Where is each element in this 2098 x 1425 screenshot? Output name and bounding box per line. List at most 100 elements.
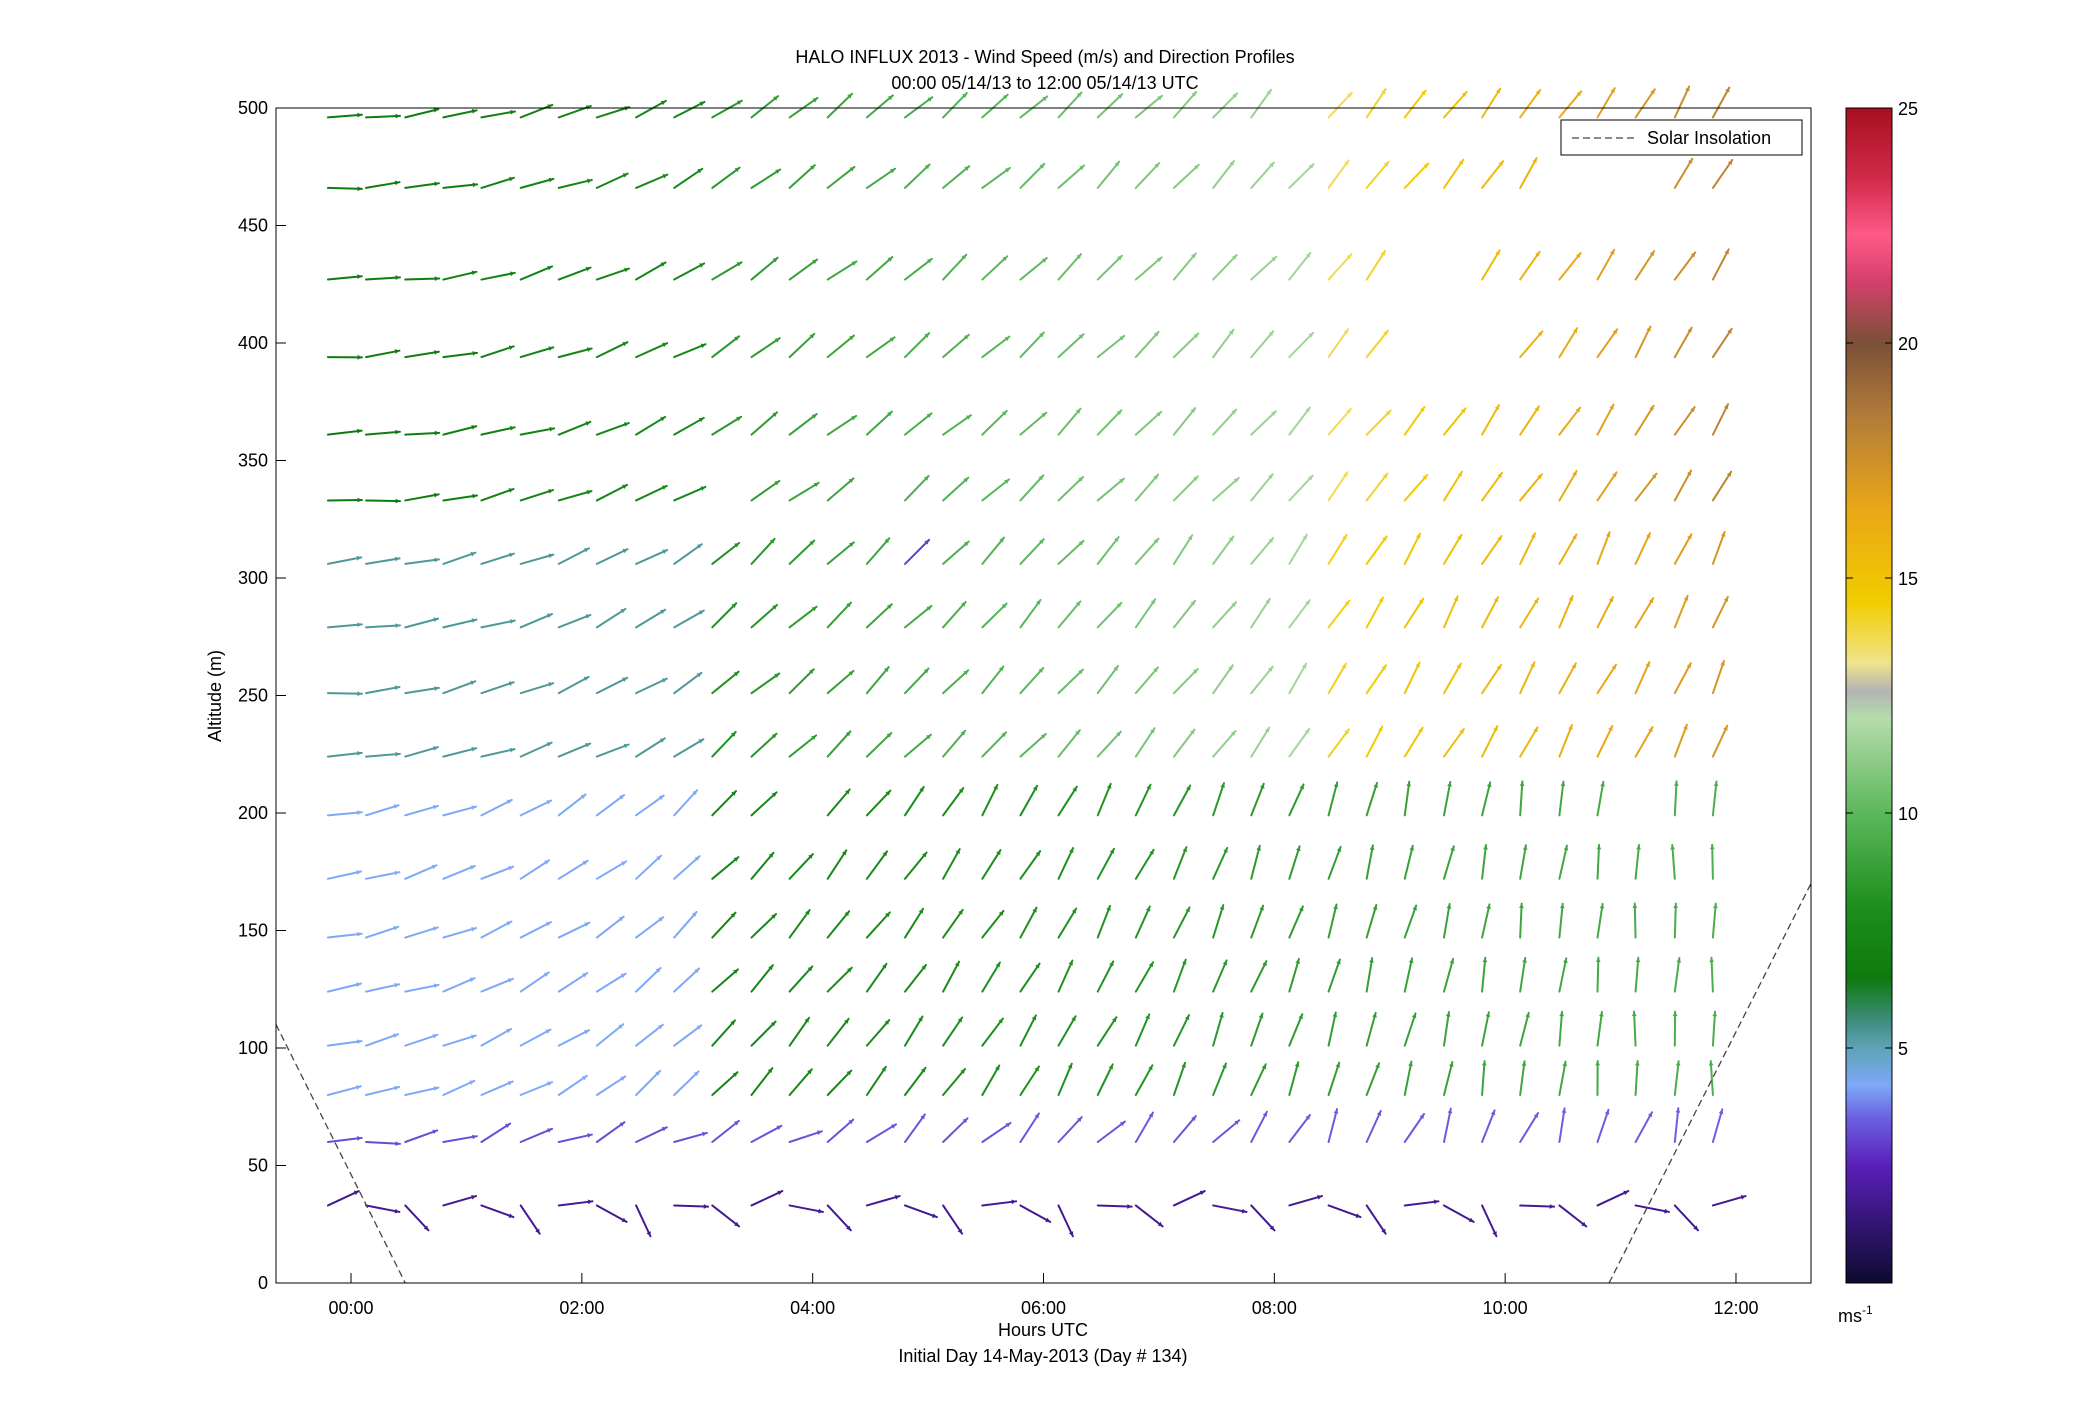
wind-vector-head — [777, 1190, 783, 1196]
wind-vector — [942, 414, 972, 436]
wind-vector-head — [587, 1133, 592, 1138]
wind-vector — [1596, 725, 1614, 758]
wind-vector — [365, 1085, 401, 1096]
wind-vector-head — [1075, 730, 1080, 736]
wind-vector-head — [1106, 783, 1112, 789]
wind-vector-head — [698, 417, 704, 423]
wind-vector-head — [1670, 844, 1675, 850]
wind-vector — [673, 262, 706, 281]
wind-vector — [981, 961, 1001, 993]
wind-vector-head — [1156, 411, 1162, 417]
wind-vector-head — [545, 1029, 551, 1034]
wind-vector-head — [1005, 1122, 1011, 1128]
wind-vector-head — [586, 347, 592, 352]
wind-vector — [1481, 87, 1502, 119]
wind-vector — [519, 1028, 552, 1047]
wind-vector — [1403, 1200, 1440, 1207]
wind-vector — [326, 1136, 363, 1143]
wind-vector-head — [1381, 1228, 1386, 1234]
wind-vector — [1250, 330, 1275, 359]
wind-vector-head — [1381, 89, 1386, 95]
wind-vector-head — [1495, 250, 1500, 256]
wind-vector-head — [471, 270, 477, 276]
wind-vector — [673, 485, 707, 502]
wind-vector — [1212, 1204, 1248, 1213]
wind-vector-head — [1148, 1112, 1153, 1118]
wind-vector-head — [1336, 959, 1341, 965]
wind-vector-head — [851, 261, 857, 266]
wind-vector — [865, 731, 893, 758]
wind-vector-head — [1458, 159, 1464, 165]
wind-vector-head — [1001, 603, 1007, 609]
wind-vector — [711, 541, 741, 565]
wind-vector-head — [774, 673, 780, 678]
wind-vector-head — [1343, 472, 1348, 478]
wind-vector-head — [691, 911, 697, 917]
wind-vector — [981, 409, 1008, 436]
wind-vector — [673, 855, 701, 880]
wind-vector — [480, 426, 516, 436]
wind-vector — [326, 751, 363, 758]
wind-vector-head — [583, 548, 589, 553]
wind-vector — [981, 849, 1002, 880]
wind-vector-head — [1537, 331, 1543, 337]
wind-vector — [1212, 782, 1225, 817]
wind-vector-head — [1034, 1113, 1039, 1119]
wind-vector-head — [546, 742, 552, 747]
wind-vector-head — [1672, 1011, 1678, 1017]
wind-vector-head — [471, 108, 477, 114]
wind-vector — [788, 1016, 811, 1047]
wind-vector — [1481, 781, 1492, 817]
wind-vector-head — [1525, 1012, 1530, 1018]
wind-vector — [1558, 1204, 1588, 1228]
wind-vector-head — [696, 672, 702, 678]
wind-vector-head — [1576, 91, 1582, 97]
wind-vector-head — [734, 167, 740, 173]
wind-vector — [1172, 252, 1197, 281]
wind-vector — [635, 415, 667, 436]
wind-vector-head — [847, 967, 852, 973]
wind-vector-head — [433, 617, 439, 623]
wind-vector — [595, 1023, 625, 1047]
wind-vector — [750, 337, 781, 359]
wind-vector-head — [963, 477, 969, 483]
wind-vector-head — [1079, 165, 1085, 171]
wind-vector-head — [1191, 253, 1196, 259]
wind-vector-head — [1150, 599, 1156, 605]
wind-vector-head — [1343, 329, 1349, 335]
wind-vector-head — [1530, 662, 1535, 668]
wind-vector-head — [807, 966, 813, 972]
wind-vector-head — [885, 790, 891, 796]
wind-vector — [1134, 473, 1160, 502]
wind-vector — [557, 420, 592, 436]
wind-vector — [480, 798, 513, 817]
wind-vector-head — [881, 1066, 886, 1072]
wind-vector — [442, 977, 476, 993]
wind-vector — [365, 1204, 401, 1213]
wind-vector — [326, 429, 363, 436]
wind-vector-head — [1522, 845, 1528, 851]
wind-vector-head — [584, 922, 590, 927]
wind-vector — [1327, 958, 1341, 993]
wind-vector — [1711, 530, 1726, 565]
wind-vector — [904, 733, 932, 758]
wind-vector-head — [1683, 724, 1688, 730]
wind-vector-head — [1114, 537, 1119, 543]
wind-vector-head — [1219, 905, 1225, 910]
wind-vector-head — [771, 792, 777, 798]
wind-vector-head — [1344, 600, 1350, 606]
wind-vector — [981, 1121, 1012, 1143]
wind-vector — [1519, 330, 1544, 359]
wind-vector — [750, 168, 782, 189]
wind-vector-head — [1418, 727, 1423, 733]
wind-vector-head — [1149, 849, 1154, 855]
wind-vector-head — [1039, 163, 1045, 169]
wind-vector-head — [693, 1071, 699, 1077]
wind-vector — [557, 859, 589, 880]
wind-vector-head — [1447, 1108, 1453, 1114]
wind-vector — [1596, 1108, 1610, 1143]
wind-vector-head — [924, 333, 930, 338]
wind-vector — [1365, 1204, 1387, 1235]
wind-vector-head — [618, 916, 624, 922]
wind-vector-head — [509, 747, 515, 753]
